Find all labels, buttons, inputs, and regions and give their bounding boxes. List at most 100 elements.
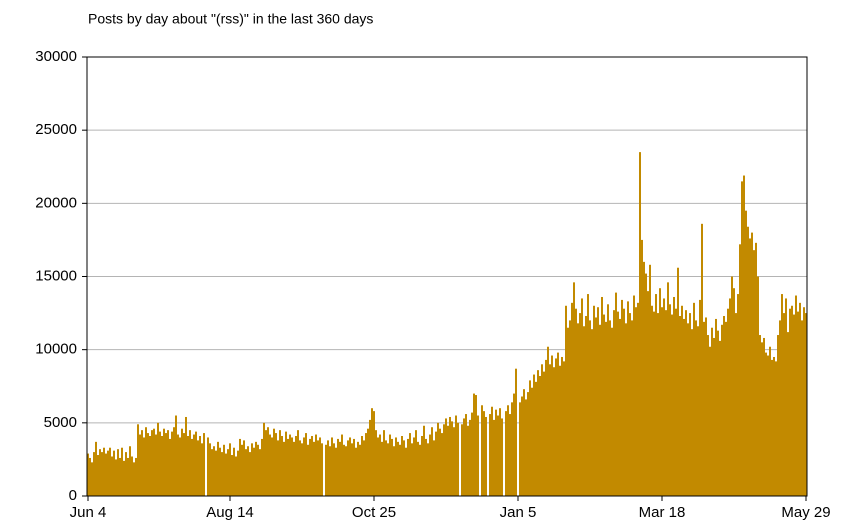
bar bbox=[745, 210, 747, 496]
bar bbox=[475, 395, 477, 496]
bar bbox=[257, 444, 259, 496]
plot-frame bbox=[86, 56, 808, 497]
bar bbox=[665, 310, 667, 496]
bar bbox=[495, 409, 497, 496]
bar bbox=[343, 444, 345, 496]
bar bbox=[777, 335, 779, 496]
bar bbox=[185, 416, 187, 496]
bar bbox=[123, 460, 125, 496]
bar bbox=[671, 314, 673, 496]
bar bbox=[753, 250, 755, 496]
bar bbox=[151, 430, 153, 496]
bar bbox=[217, 441, 219, 496]
bar bbox=[255, 441, 257, 496]
bar bbox=[693, 302, 695, 496]
bar bbox=[361, 436, 363, 496]
bar bbox=[233, 447, 235, 496]
bar bbox=[493, 419, 495, 496]
bar bbox=[335, 447, 337, 496]
bar bbox=[719, 340, 721, 496]
bar bbox=[749, 238, 751, 496]
bar bbox=[307, 444, 309, 496]
bar bbox=[743, 175, 745, 496]
bar bbox=[547, 346, 549, 496]
bar bbox=[677, 267, 679, 496]
bar bbox=[679, 316, 681, 496]
bar bbox=[635, 307, 637, 496]
bar bbox=[687, 323, 689, 496]
bar bbox=[317, 440, 319, 496]
bar bbox=[97, 455, 99, 496]
bar bbox=[367, 428, 369, 496]
bar bbox=[775, 361, 777, 496]
y-tick-label: 15000 bbox=[35, 267, 77, 284]
bar bbox=[669, 304, 671, 496]
bar bbox=[283, 441, 285, 496]
x-tick-label: Jan 5 bbox=[500, 504, 537, 521]
bar bbox=[223, 444, 225, 496]
bar bbox=[157, 422, 159, 496]
bar bbox=[263, 422, 265, 496]
bar bbox=[291, 437, 293, 496]
bar bbox=[147, 433, 149, 496]
bar bbox=[213, 446, 215, 496]
bar bbox=[463, 418, 465, 496]
bar bbox=[717, 330, 719, 496]
bar bbox=[339, 441, 341, 496]
bar bbox=[199, 436, 201, 496]
bar bbox=[553, 367, 555, 496]
bar bbox=[143, 437, 145, 496]
bar bbox=[415, 430, 417, 496]
bar bbox=[311, 436, 313, 496]
bar bbox=[237, 450, 239, 496]
bar bbox=[405, 447, 407, 496]
bar bbox=[783, 313, 785, 496]
bar bbox=[175, 415, 177, 496]
bar bbox=[345, 446, 347, 496]
bar bbox=[125, 452, 127, 496]
bar bbox=[269, 434, 271, 496]
bar bbox=[779, 320, 781, 496]
bar bbox=[491, 406, 493, 496]
bar bbox=[595, 317, 597, 496]
bar bbox=[481, 405, 483, 496]
bar bbox=[425, 438, 427, 496]
bar bbox=[267, 427, 269, 496]
bar bbox=[247, 446, 249, 496]
bar bbox=[589, 320, 591, 496]
bar bbox=[309, 438, 311, 496]
bar bbox=[541, 364, 543, 496]
bar bbox=[555, 358, 557, 496]
bar bbox=[465, 414, 467, 496]
bar bbox=[661, 307, 663, 496]
bar bbox=[575, 308, 577, 496]
bar bbox=[673, 296, 675, 496]
bar bbox=[591, 329, 593, 496]
bar bbox=[621, 299, 623, 496]
bar bbox=[351, 443, 353, 496]
bar bbox=[633, 295, 635, 496]
bar bbox=[711, 327, 713, 496]
bar bbox=[211, 449, 213, 496]
bar bbox=[375, 430, 377, 496]
bar bbox=[581, 298, 583, 496]
bar bbox=[655, 294, 657, 496]
bar bbox=[715, 318, 717, 496]
bar bbox=[647, 291, 649, 496]
bar bbox=[285, 431, 287, 496]
bar bbox=[473, 393, 475, 496]
bar bbox=[573, 282, 575, 496]
bar bbox=[111, 456, 113, 496]
bar bbox=[535, 381, 537, 496]
bar bbox=[103, 447, 105, 496]
bar bbox=[385, 440, 387, 496]
bar bbox=[471, 412, 473, 496]
bar bbox=[393, 446, 395, 496]
bar bbox=[313, 441, 315, 496]
bar bbox=[587, 294, 589, 496]
bar bbox=[181, 428, 183, 496]
bar bbox=[107, 450, 109, 496]
bar bbox=[741, 181, 743, 496]
bar bbox=[445, 418, 447, 496]
bar bbox=[455, 415, 457, 496]
